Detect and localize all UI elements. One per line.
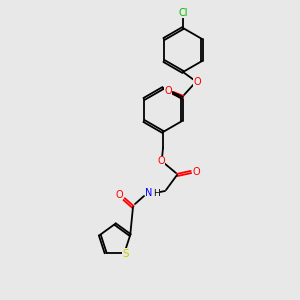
Text: O: O (164, 86, 172, 96)
Text: O: O (115, 190, 123, 200)
Text: H: H (153, 188, 159, 197)
Text: N: N (145, 188, 153, 198)
Text: O: O (193, 77, 201, 87)
Text: O: O (192, 167, 200, 177)
Text: O: O (157, 156, 165, 166)
Text: Cl: Cl (178, 8, 188, 18)
Text: S: S (122, 249, 129, 259)
